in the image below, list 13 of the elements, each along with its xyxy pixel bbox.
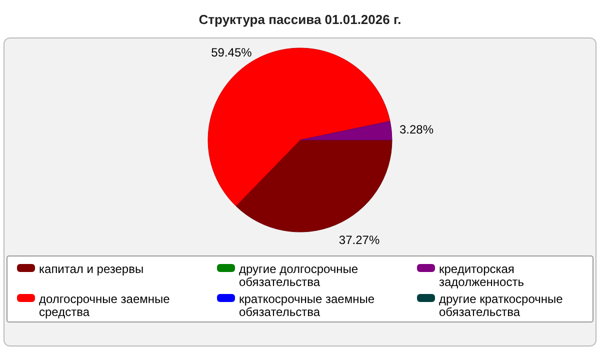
data-label: 59.45% — [211, 45, 252, 60]
pie-slice — [208, 48, 390, 206]
chart-title: Структура пассива 01.01.2026 г. — [198, 12, 402, 27]
legend-label: капитал и резервы — [39, 262, 144, 276]
pie-slice — [236, 140, 392, 232]
pie-slice — [300, 120, 392, 140]
legend-label: кредиторская задолженность — [439, 262, 524, 289]
legend-label: другие долгосрочные обязательства — [239, 262, 358, 289]
legend-label: краткосрочные заемные обязательства — [239, 292, 375, 319]
legend-label: долгосрочные заемные средства — [39, 292, 170, 319]
legend-label: другие краткосрочные обязательства — [439, 292, 564, 319]
data-label: 3.28% — [399, 122, 434, 137]
data-label: 37.27% — [338, 233, 380, 248]
